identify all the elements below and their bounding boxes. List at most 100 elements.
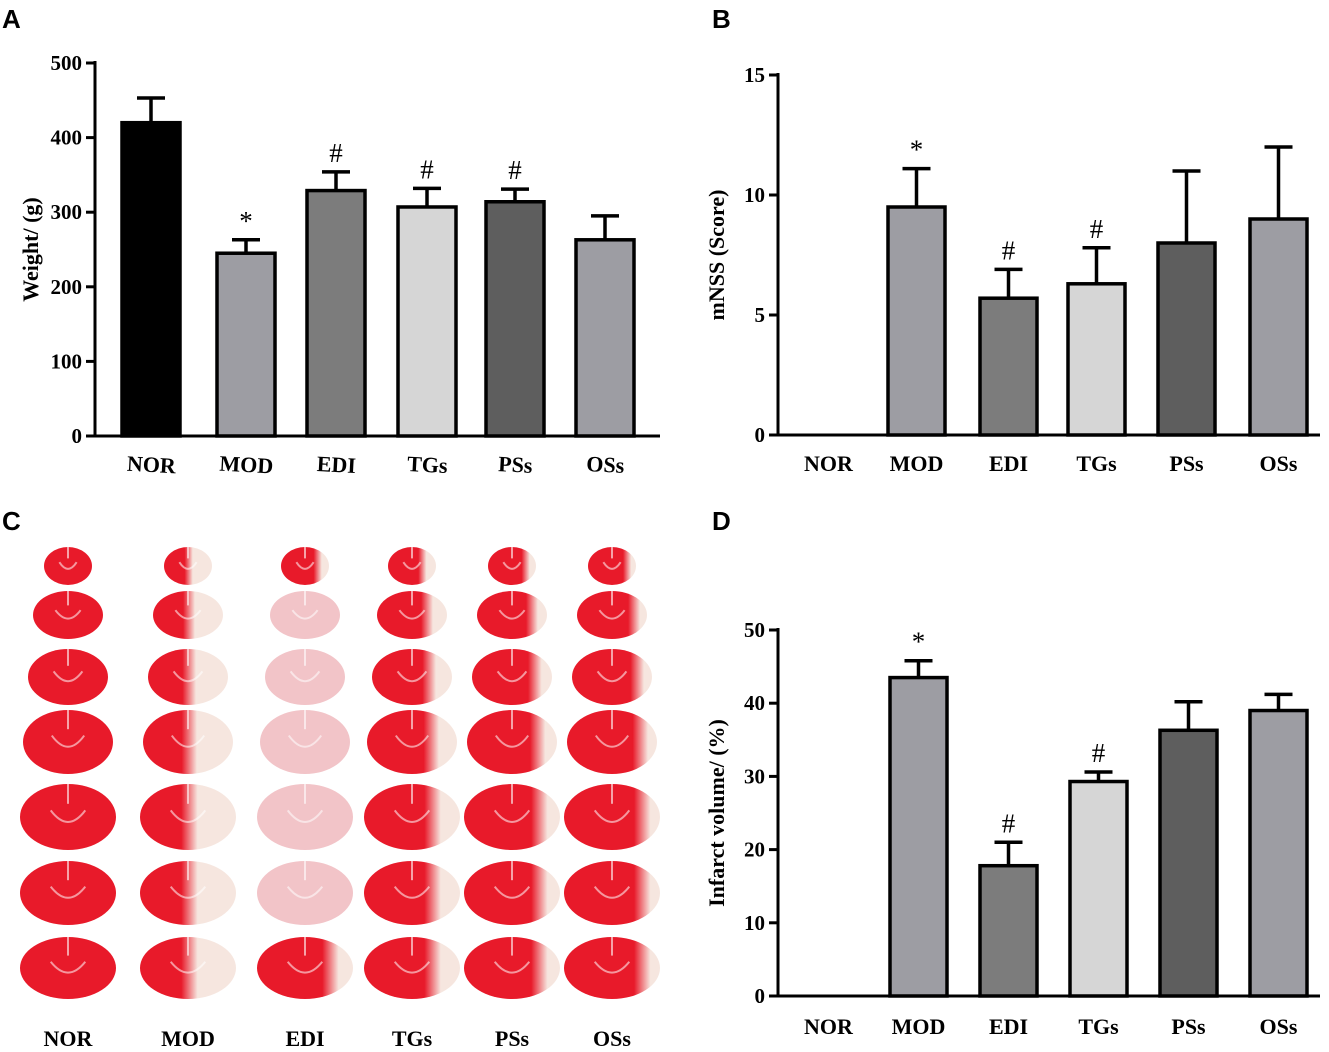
significance-marker: #	[1002, 808, 1016, 838]
brain-slice	[265, 649, 345, 705]
brain-slice	[564, 861, 660, 925]
panel-letter: D	[712, 506, 731, 536]
bar-tgs	[396, 205, 458, 438]
group-label: EDI	[285, 1026, 324, 1051]
brain-slice	[567, 710, 657, 774]
significance-marker: #	[1090, 214, 1104, 244]
slice-contour	[498, 609, 526, 620]
brain-slice	[377, 591, 447, 639]
y-tick-label: 300	[51, 200, 83, 224]
category-label: NOR	[804, 451, 854, 476]
category-label: PSs	[1171, 1014, 1206, 1039]
brain-slice	[20, 861, 116, 925]
significance-marker: #	[329, 138, 343, 168]
bar-mod	[886, 205, 947, 437]
brain-slice	[367, 710, 457, 774]
brain-slice	[364, 861, 460, 925]
y-tick-label: 500	[51, 51, 83, 75]
y-tick-label: 40	[744, 691, 765, 715]
slice-contour	[54, 609, 82, 620]
bar-mod	[888, 675, 949, 998]
y-tick-label: 100	[51, 349, 83, 373]
slice-contour	[393, 885, 431, 899]
slice-contour	[593, 809, 631, 823]
y-tick-label: 0	[72, 424, 83, 448]
category-label: OSs	[1260, 1014, 1298, 1039]
brain-slice	[488, 547, 536, 585]
slice-contour	[393, 809, 431, 823]
slice-contour	[52, 670, 84, 683]
slice-contour	[493, 961, 531, 974]
slice-contour	[502, 561, 522, 570]
bar-mod	[215, 251, 277, 438]
panel-b-mnss-chart: B 0 5 10 15 mNSS (Score) NOR * MOD # EDI # TGs PSs OSs	[704, 4, 1320, 476]
bar-oss	[1248, 708, 1309, 998]
category-label: OSs	[586, 451, 626, 478]
significance-marker: #	[420, 154, 434, 184]
slice-contour	[286, 885, 324, 899]
y-axis-label: Infarct volume/ (%)	[704, 719, 729, 907]
slice-contour	[493, 885, 531, 899]
y-tick-label: 5	[755, 303, 766, 327]
brain-slice	[372, 649, 452, 705]
category-label: NOR	[126, 451, 177, 479]
slice-contour	[49, 961, 87, 974]
brain-slice	[257, 861, 353, 925]
category-label: TGs	[1076, 451, 1117, 476]
category-label: EDI	[316, 451, 356, 478]
brain-slice	[364, 784, 460, 850]
slice-contour	[596, 670, 628, 683]
y-tick-label: 10	[744, 911, 765, 935]
brain-slice	[467, 710, 557, 774]
brain-slice	[260, 710, 350, 774]
bar-oss	[574, 238, 636, 438]
category-label: OSs	[1260, 451, 1298, 476]
brain-slice	[164, 547, 212, 585]
slice-contour	[594, 735, 630, 748]
panel-a-weight-chart: A 0 100 200 300 400 500 Weight/ (g) NOR * MOD # EDI #…	[2, 4, 660, 478]
brain-slice	[364, 937, 460, 999]
slice-contour	[494, 735, 530, 748]
slice-contour	[398, 609, 426, 620]
slice-contour	[402, 561, 422, 570]
panel-d-infarct-chart: D 0 10 20 30 40 50 Infarct volume/ (%) NOR * MOD # E…	[704, 506, 1320, 1039]
significance-marker: #	[1002, 235, 1016, 265]
brain-slice	[20, 784, 116, 850]
panel-letter: B	[712, 4, 731, 34]
brain-slice	[148, 649, 228, 705]
y-tick-label: 0	[755, 984, 766, 1008]
category-label: MOD	[890, 451, 944, 476]
group-label: TGs	[392, 1026, 433, 1051]
brain-slice	[140, 937, 236, 999]
bar-pss	[484, 200, 546, 438]
brain-slice	[464, 937, 560, 999]
group-label: PSs	[495, 1026, 530, 1051]
category-label: PSs	[1169, 451, 1204, 476]
slice-contour	[394, 735, 430, 748]
brain-slice	[140, 784, 236, 850]
brain-slice	[257, 784, 353, 850]
slice-contour	[169, 961, 207, 974]
bar-oss	[1248, 217, 1309, 437]
category-label: NOR	[804, 1014, 854, 1039]
brain-slice	[477, 591, 547, 639]
category-label: PSs	[498, 451, 534, 478]
brain-slice	[472, 649, 552, 705]
group-label: OSs	[593, 1026, 631, 1051]
slice-contour	[295, 561, 315, 570]
significance-marker: #	[1092, 738, 1106, 768]
y-tick-label: 0	[755, 423, 766, 447]
slice-contour	[170, 735, 206, 748]
slice-contour	[58, 561, 78, 570]
brain-slice	[153, 591, 223, 639]
slice-contour	[602, 561, 622, 570]
slice-contour	[593, 885, 631, 899]
slice-contour	[493, 809, 531, 823]
bar-edi	[305, 188, 367, 438]
slice-contour	[291, 609, 319, 620]
category-label: MOD	[892, 1014, 946, 1039]
panel-letter: C	[2, 506, 21, 536]
slice-contour	[598, 609, 626, 620]
slice-contour	[287, 735, 323, 748]
slice-contour	[169, 885, 207, 899]
